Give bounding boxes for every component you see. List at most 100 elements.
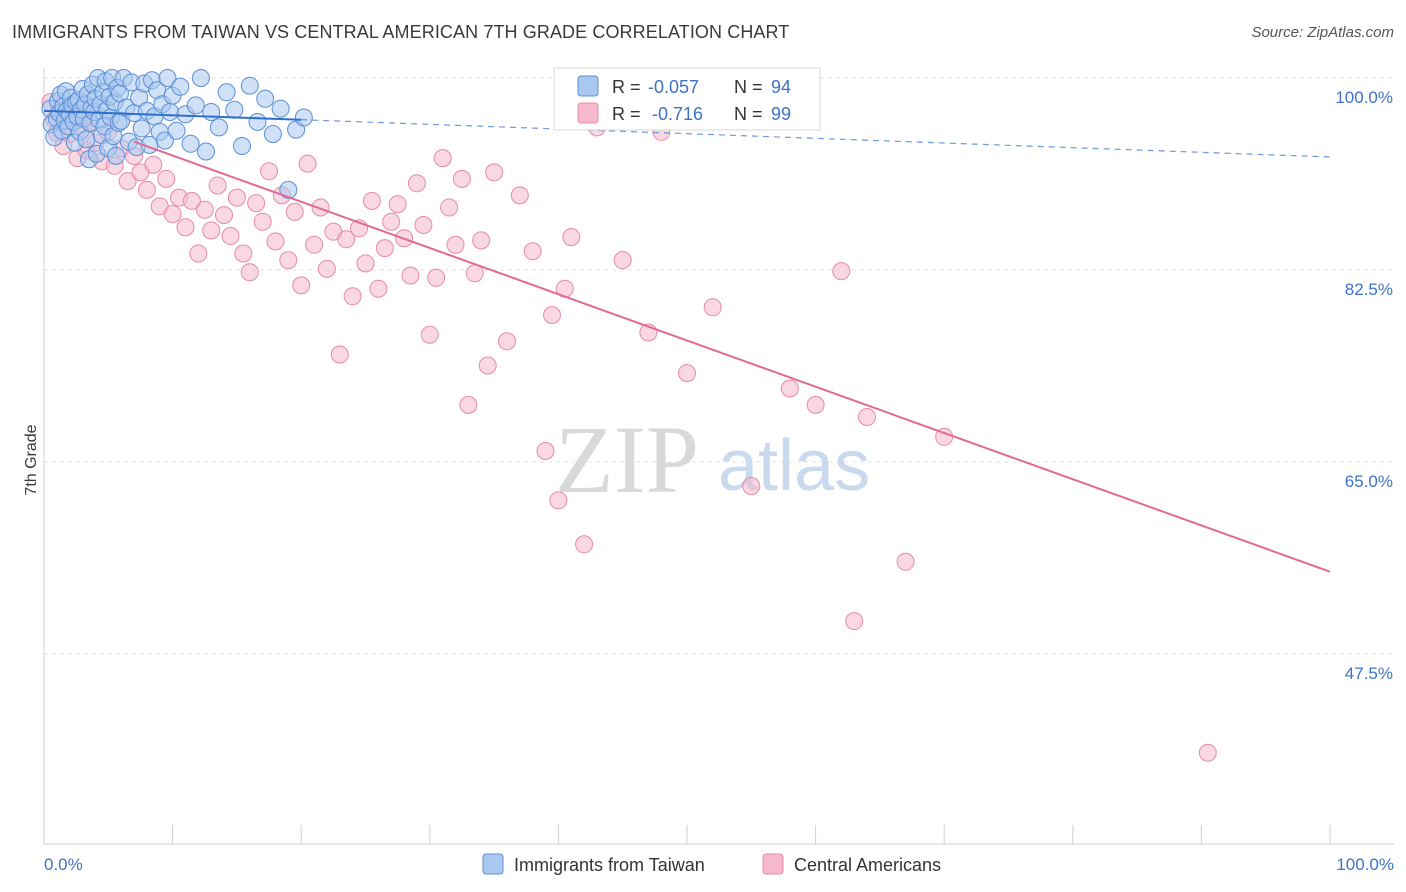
stats-r-value-pink: -0.716 <box>652 104 703 124</box>
central-americans-point-68 <box>446 235 465 254</box>
taiwan-point-91 <box>279 180 298 199</box>
axes <box>43 68 1394 845</box>
central-americans-point-35 <box>234 244 253 263</box>
stats-n-value-pink: 99 <box>771 104 791 124</box>
watermark-atlas: atlas <box>718 426 870 506</box>
central-americans-point-55 <box>362 191 381 210</box>
central-americans-point-74 <box>485 163 504 182</box>
stats-r-label-pink: R = <box>612 104 641 124</box>
stats-r-value-blue: -0.057 <box>648 77 699 97</box>
central-americans-point-63 <box>414 216 433 234</box>
stats-n-label-pink: N = <box>734 104 763 124</box>
watermark-zip: ZIP <box>555 406 699 513</box>
y-tick-label-2: 65.0% <box>1345 472 1393 491</box>
central-americans-point-58 <box>382 212 401 231</box>
central-americans-point-21 <box>144 155 163 174</box>
taiwan-point-87 <box>248 112 267 131</box>
central-americans-point-44 <box>292 276 311 295</box>
central-americans-point-37 <box>247 194 266 213</box>
central-americans-point-50 <box>330 345 349 364</box>
central-americans-point-78 <box>536 442 555 460</box>
central-americans-point-70 <box>459 395 478 414</box>
central-americans-point-89 <box>703 298 722 317</box>
taiwan-point-75 <box>171 77 190 96</box>
central-americans-point-75 <box>498 332 516 351</box>
central-americans-point-40 <box>266 232 285 251</box>
legend-label-central-americans: Central Americans <box>794 855 941 875</box>
central-americans-point-66 <box>433 149 452 168</box>
taiwan-point-89 <box>263 125 282 143</box>
central-americans-point-30 <box>202 221 221 240</box>
central-americans-point-96 <box>896 552 915 571</box>
taiwan-point-90 <box>271 99 290 118</box>
central-americans-point-93 <box>832 262 851 281</box>
central-americans-point-26 <box>176 218 195 237</box>
central-americans-point-47 <box>311 198 330 217</box>
stats-legend-swatch-blue <box>577 75 599 97</box>
stats-n-value-blue: 94 <box>771 77 791 97</box>
taiwan-point-72 <box>161 103 179 121</box>
central-americans-point-88 <box>678 364 696 383</box>
central-americans-point-48 <box>317 259 336 278</box>
central-americans-point-28 <box>189 244 208 263</box>
central-americans-point-92 <box>806 395 825 414</box>
central-americans-point-64 <box>420 325 439 344</box>
central-americans-point-31 <box>208 176 227 195</box>
central-americans-point-54 <box>356 254 375 273</box>
y-tick-label-1: 82.5% <box>1345 280 1393 299</box>
central-americans-point-69 <box>452 169 471 188</box>
central-americans-point-32 <box>215 206 233 225</box>
central-americans-point-36 <box>240 263 259 282</box>
y-tick-label-3: 47.5% <box>1345 664 1393 683</box>
y-tick-label-0: 100.0% <box>1335 88 1393 107</box>
stats-r-label-blue: R = <box>612 77 641 97</box>
taiwan-point-86 <box>240 76 259 95</box>
central-americans-point-23 <box>157 169 176 188</box>
x-tick-label-min: 0.0% <box>44 855 83 874</box>
central-americans-point-73 <box>478 356 497 375</box>
central-americans-trend <box>133 140 1331 573</box>
central-americans-point-17 <box>118 172 137 191</box>
watermark: ZIP atlas <box>555 406 870 513</box>
central-americans-point-38 <box>253 212 272 231</box>
taiwan-point-74 <box>167 121 186 140</box>
taiwan-point-93 <box>294 108 313 127</box>
taiwan-point-70 <box>155 131 174 150</box>
legend-label-taiwan: Immigrants from Taiwan <box>514 855 705 875</box>
taiwan-point-81 <box>202 103 221 121</box>
central-americans-point-67 <box>440 198 459 217</box>
central-americans-point-42 <box>279 251 298 270</box>
central-americans-point-56 <box>369 279 388 298</box>
central-americans-point-65 <box>427 268 446 287</box>
central-americans-point-57 <box>375 239 394 258</box>
central-americans-point-20 <box>137 180 156 199</box>
taiwan-point-84 <box>225 100 244 119</box>
chart-title: IMMIGRANTS FROM TAIWAN VS CENTRAL AMERIC… <box>12 22 790 42</box>
gridlines <box>44 77 1394 655</box>
stats-n-label-blue: N = <box>734 77 763 97</box>
central-americans-point-34 <box>227 188 246 207</box>
taiwan-trend-solid <box>43 109 302 121</box>
central-americans-point-33 <box>221 227 240 245</box>
legend-swatch-central-americans <box>762 853 784 875</box>
central-americans-point-98 <box>1198 743 1217 762</box>
taiwan-point-61 <box>132 119 151 138</box>
central-americans-point-82 <box>562 228 581 247</box>
taiwan-point-85 <box>233 137 251 155</box>
trend-lines <box>43 109 1331 573</box>
x-tick-label-max: 100.0% <box>1336 855 1394 874</box>
central-americans-point-85 <box>613 251 632 270</box>
central-americans-point-95 <box>858 408 876 426</box>
y-axis-label: 7th Grade <box>23 424 40 495</box>
source-credit: Source: ZipAtlas.com <box>1251 24 1394 41</box>
series-legend: Immigrants from Taiwan Central Americans <box>482 853 941 875</box>
central-americans-point-72 <box>472 231 491 250</box>
central-americans-point-43 <box>285 202 304 221</box>
taiwan-point-82 <box>209 118 228 137</box>
taiwan-point-26 <box>77 130 96 149</box>
central-americans-point-46 <box>305 235 324 254</box>
taiwan-point-71 <box>158 69 177 87</box>
taiwan-point-88 <box>256 89 275 108</box>
central-americans-point-59 <box>388 195 407 214</box>
